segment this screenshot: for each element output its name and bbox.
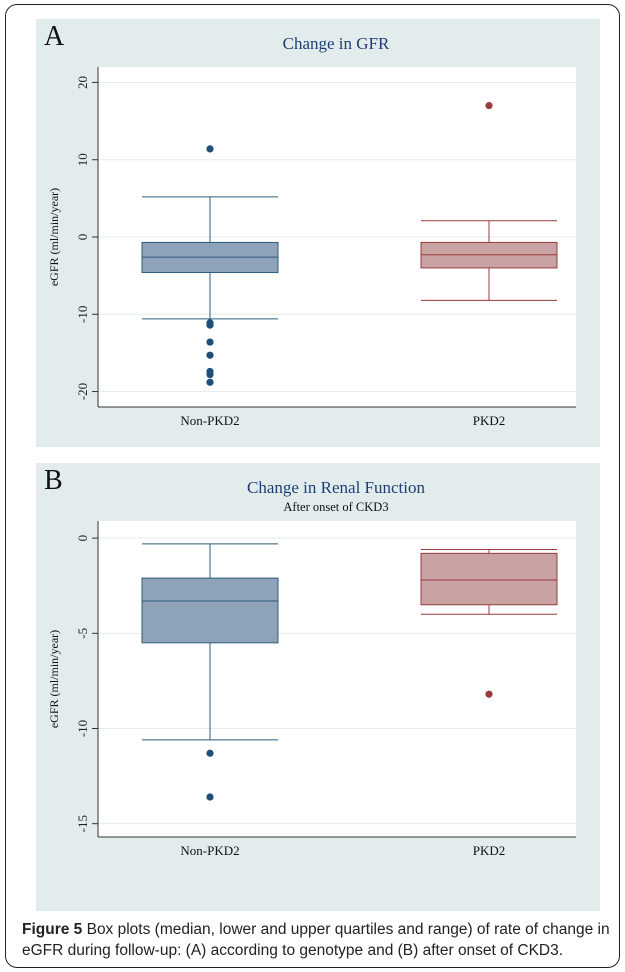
non-pkd2-outlier-point xyxy=(206,749,214,757)
chart-title: Change in GFR xyxy=(283,34,390,53)
x-category-label-pkd2: PKD2 xyxy=(473,843,506,858)
non-pkd2-outlier-point xyxy=(206,338,214,346)
panel-a: A 20 10 0 -10 -20 Change in GFR eGFR (ml/min/y… xyxy=(36,19,600,447)
y-tick-label: 10 xyxy=(75,153,90,166)
panel-a-label: A xyxy=(44,21,65,52)
chart-title: Change in Renal Function xyxy=(247,478,426,497)
pkd2-box xyxy=(420,552,558,606)
non-pkd2-outlier-point xyxy=(206,351,214,359)
pkd2-outlier-point xyxy=(485,102,493,110)
y-tick-label: -5 xyxy=(75,628,90,639)
y-tick-label: -20 xyxy=(75,383,90,400)
non-pkd2-outlier-point xyxy=(206,378,214,386)
y-tick-label: -10 xyxy=(75,306,90,323)
non-pkd2-box xyxy=(141,577,279,644)
y-tick-label: 0 xyxy=(75,535,90,542)
y-tick-label: 0 xyxy=(75,234,90,241)
non-pkd2-outlier-point xyxy=(206,793,214,801)
y-tick-label: -10 xyxy=(75,720,90,737)
non-pkd2-outlier-point xyxy=(206,145,214,153)
y-axis-label: eGFR (ml/min/year) xyxy=(47,630,61,728)
caption-label: Figure 5 xyxy=(22,921,83,938)
panel-b: B 0 -5 -10 -15 Change in Renal Function After… xyxy=(36,463,600,911)
caption-text: Box plots (median, lower and upper quart… xyxy=(22,921,610,959)
figure-caption: Figure 5 Box plots (median, lower and up… xyxy=(22,919,618,961)
pkd2-outlier-point xyxy=(485,690,493,698)
x-category-label-pkd2: PKD2 xyxy=(473,413,506,428)
non-pkd2-outlier-point xyxy=(206,370,214,379)
panel-b-label: B xyxy=(44,465,63,496)
chart-subtitle: After onset of CKD3 xyxy=(283,500,388,514)
x-category-label-non-pkd2: Non-PKD2 xyxy=(180,413,239,428)
x-category-label-non-pkd2: Non-PKD2 xyxy=(180,843,239,858)
y-tick-label: -15 xyxy=(75,815,90,832)
figure-frame: A 20 10 0 -10 -20 Change in GFR eGFR (ml/min/y… xyxy=(5,4,620,968)
y-axis-label: eGFR (ml/min/year) xyxy=(47,188,61,286)
y-tick-label: 20 xyxy=(75,76,90,89)
chart-b: 0 -5 -10 -15 Change in Renal Function After o… xyxy=(47,478,576,858)
non-pkd2-outlier-point xyxy=(206,321,214,329)
chart-a: 20 10 0 -10 -20 Change in GFR eGFR (ml/min/yea… xyxy=(47,34,576,428)
